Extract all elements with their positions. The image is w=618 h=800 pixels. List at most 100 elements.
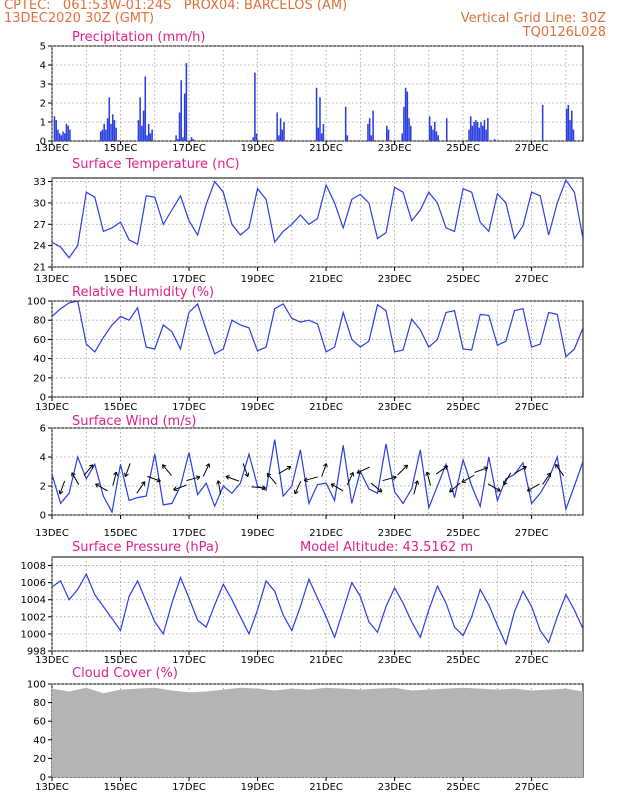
precip-bar <box>569 120 571 141</box>
precip-bar <box>283 122 285 141</box>
precip-bar <box>541 104 544 141</box>
x-tick-label: 17DEC <box>172 782 206 793</box>
precip-bar <box>115 127 117 141</box>
panel-4: 998 1000 1002 1004 1006 1008 13DEC 15DEC 17DEC 19… <box>21 540 584 666</box>
panel-title: Surface Wind (m/s) <box>72 414 196 429</box>
x-tick-label: 23DEC <box>378 143 412 154</box>
x-tick-label: 17DEC <box>172 274 206 285</box>
x-tick-label: 15DEC <box>104 782 138 793</box>
x-tick-label: 13DEC <box>35 143 69 154</box>
precip-bar <box>571 110 573 141</box>
wind-arrow-head <box>323 463 328 468</box>
y-tick-label: 100 <box>27 297 46 308</box>
y-tick-label: 998 <box>27 647 46 658</box>
precip-bar <box>141 125 143 141</box>
y-tick-label: 80 <box>33 316 46 327</box>
wind-arrow-head <box>205 463 211 468</box>
precip-bar <box>279 118 282 141</box>
wind-arrow-head <box>526 487 532 492</box>
wind-arrow-head <box>303 477 309 483</box>
x-tick-label: 21DEC <box>309 274 343 285</box>
plot-frame <box>51 300 584 398</box>
x-tick-label: 13DEC <box>35 782 69 793</box>
x-tick-label: 25DEC <box>446 274 480 285</box>
precip-bar <box>255 133 258 141</box>
precip-bar <box>344 106 347 141</box>
wind-arrow <box>59 480 66 495</box>
panel-title: Relative Humidity (%) <box>72 285 214 300</box>
wind-arrow-head <box>496 487 501 492</box>
precip-bar <box>401 133 403 141</box>
x-tick-label: 15DEC <box>104 402 138 413</box>
series-line <box>52 572 583 646</box>
wind-arrow <box>202 463 210 477</box>
header-date-line: 13DEC2020 30Z (GMT) <box>4 11 155 26</box>
x-tick-label: 13DEC <box>35 655 69 666</box>
x-tick-label: 27DEC <box>515 782 549 793</box>
wind-arrow-head <box>95 483 100 488</box>
plot-area <box>52 572 583 646</box>
wind-arrow-head <box>266 472 272 478</box>
x-tick-label: 25DEC <box>446 402 480 413</box>
precip-bar <box>493 139 496 141</box>
precip-bar <box>281 129 284 141</box>
wind-arrow-head <box>377 488 383 493</box>
wind-arrow <box>413 480 418 495</box>
panel-annotation: Model Altitude: 43.5162 m <box>300 540 473 555</box>
precip-bar <box>428 116 431 141</box>
y-tick-label: 1 <box>40 118 46 129</box>
x-tick-label: 27DEC <box>515 655 549 666</box>
wind-arrow-head <box>286 465 292 471</box>
precip-bar <box>372 110 374 141</box>
wind-arrow-head <box>555 463 560 469</box>
precip-bar <box>110 123 112 141</box>
panel-1: 21 24 27 30 33 13DEC 15DEC 17DEC 19DEC 21DEC 23DEC… <box>33 157 584 285</box>
wind-arrow <box>225 475 240 482</box>
wind-arrow <box>542 472 551 485</box>
wind-arrow <box>294 480 302 495</box>
precip-bar <box>471 125 474 141</box>
precip-bar <box>146 135 148 141</box>
y-tick-label: 6 <box>40 424 46 435</box>
precip-bar <box>147 123 150 141</box>
precip-bar <box>367 123 369 141</box>
wind-arrow <box>147 475 161 482</box>
plot-area <box>52 178 583 259</box>
wind-arrow-head <box>113 471 119 476</box>
header-grid-line-note: Vertical Grid Line: 30Z <box>460 11 606 26</box>
y-tick-label: 24 <box>33 241 46 252</box>
precip-bar <box>192 139 194 141</box>
wind-arrow <box>461 474 475 483</box>
x-tick-label: 23DEC <box>378 528 412 539</box>
x-tick-label: 21DEC <box>309 528 343 539</box>
precip-bar <box>177 139 179 141</box>
precip-bar <box>468 129 470 141</box>
precip-bar <box>276 112 278 141</box>
panel-title: Precipitation (mm/h) <box>72 30 205 45</box>
precip-bar <box>370 135 373 141</box>
wind-arrow <box>136 481 146 494</box>
x-tick-label: 17DEC <box>172 143 206 154</box>
x-tick-label: 19DEC <box>241 274 275 285</box>
precip-bar <box>183 93 186 141</box>
wind-arrow <box>346 472 354 486</box>
y-tick-label: 0 <box>40 137 46 148</box>
x-tick-label: 25DEC <box>446 655 480 666</box>
y-tick-label: 40 <box>33 735 46 746</box>
y-tick-label: 20 <box>33 754 46 765</box>
x-tick-label: 23DEC <box>378 782 412 793</box>
precip-bar <box>180 80 183 141</box>
panel-title: Cloud Cover (%) <box>72 666 178 681</box>
x-tick-label: 15DEC <box>104 655 138 666</box>
wind-arrow-head <box>503 480 508 486</box>
precip-bar <box>368 118 371 141</box>
y-tick-label: 2 <box>40 482 46 493</box>
y-tick-label: 100 <box>27 680 46 691</box>
wind-arrow <box>449 482 461 493</box>
x-tick-label: 23DEC <box>378 274 412 285</box>
wind-arrow <box>527 483 540 492</box>
wind-arrow <box>304 476 318 482</box>
wind-arrow <box>95 483 108 492</box>
precip-bar <box>108 97 111 141</box>
y-tick-label: 33 <box>33 177 46 188</box>
